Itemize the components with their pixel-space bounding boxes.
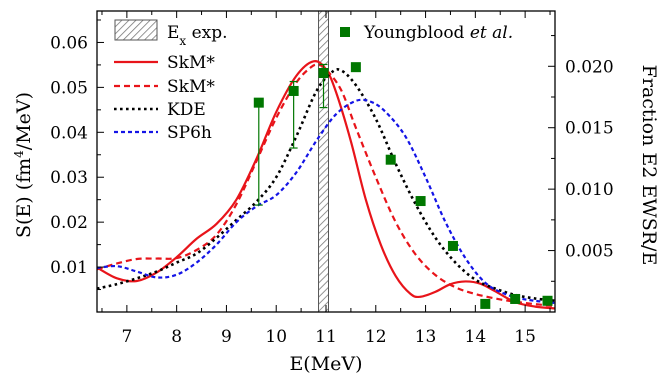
series-sp6h bbox=[97, 98, 555, 305]
ticks-layer: 7 8 9 10 11 12 13 14 15 0.01 0.02 0.03 0.04 0.05 0.06 0… bbox=[50, 11, 614, 347]
y-tick-label-left: 0.04 bbox=[50, 123, 88, 143]
x-tick-label: 7 bbox=[121, 327, 132, 347]
data-point bbox=[385, 154, 396, 165]
y-tick-label-right: 0.020 bbox=[565, 57, 614, 77]
legend: Ex exp. SkM* SkM* KDE SP6h Youngblood et… bbox=[114, 19, 513, 143]
y-tick-label-left: 0.02 bbox=[50, 213, 88, 233]
data-point bbox=[350, 62, 361, 73]
data-point bbox=[318, 67, 329, 78]
x-tick-label: 13 bbox=[415, 327, 437, 347]
x-tick-label: 15 bbox=[514, 327, 536, 347]
legend-label-youngblood: Youngblood et al. bbox=[363, 23, 513, 43]
ex-band-layer bbox=[318, 11, 329, 312]
series-layer bbox=[97, 60, 555, 310]
legend-swatch-youngblood bbox=[340, 27, 350, 37]
experiment-layer bbox=[253, 62, 553, 309]
data-point bbox=[415, 196, 426, 207]
data-point bbox=[542, 295, 553, 306]
y-tick-label-left: 0.06 bbox=[50, 33, 88, 53]
y-axis-title-right: Fraction E2 EWSR/E bbox=[638, 65, 660, 266]
legend-label-kde: KDE bbox=[167, 100, 206, 120]
y-tick-label-left: 0.01 bbox=[50, 258, 88, 278]
data-point bbox=[288, 85, 299, 96]
x-tick-label: 11 bbox=[315, 327, 337, 347]
legend-label-skm-dashed: SkM* bbox=[167, 77, 215, 97]
series-skm-dashed bbox=[97, 63, 555, 308]
series-kde bbox=[97, 68, 555, 303]
legend-swatch-ex-band bbox=[114, 19, 158, 41]
y-tick-label-right: 0.015 bbox=[565, 119, 614, 139]
x-tick-label: 10 bbox=[265, 327, 287, 347]
legend-label-sp6h: SP6h bbox=[167, 123, 212, 143]
data-point bbox=[510, 293, 521, 304]
y-tick-label-left: 0.03 bbox=[50, 168, 88, 188]
x-tick-label: 14 bbox=[465, 327, 487, 347]
legend-label-skm-solid: SkM* bbox=[167, 53, 215, 73]
x-tick-label: 9 bbox=[221, 327, 232, 347]
series-skm-solid bbox=[97, 60, 555, 310]
data-point bbox=[447, 240, 458, 251]
data-point bbox=[253, 97, 264, 108]
y-tick-label-right: 0.005 bbox=[565, 242, 614, 262]
data-point bbox=[480, 298, 491, 309]
x-tick-label: 8 bbox=[171, 327, 182, 347]
y-tick-label-left: 0.05 bbox=[50, 78, 88, 98]
x-axis-title: E(MeV) bbox=[289, 353, 362, 375]
y-tick-label-right: 0.010 bbox=[565, 180, 614, 200]
y-axis-title-left: S(E) (fm4/MeV) bbox=[12, 92, 35, 238]
ex-band bbox=[318, 11, 329, 312]
x-tick-label: 12 bbox=[365, 327, 387, 347]
